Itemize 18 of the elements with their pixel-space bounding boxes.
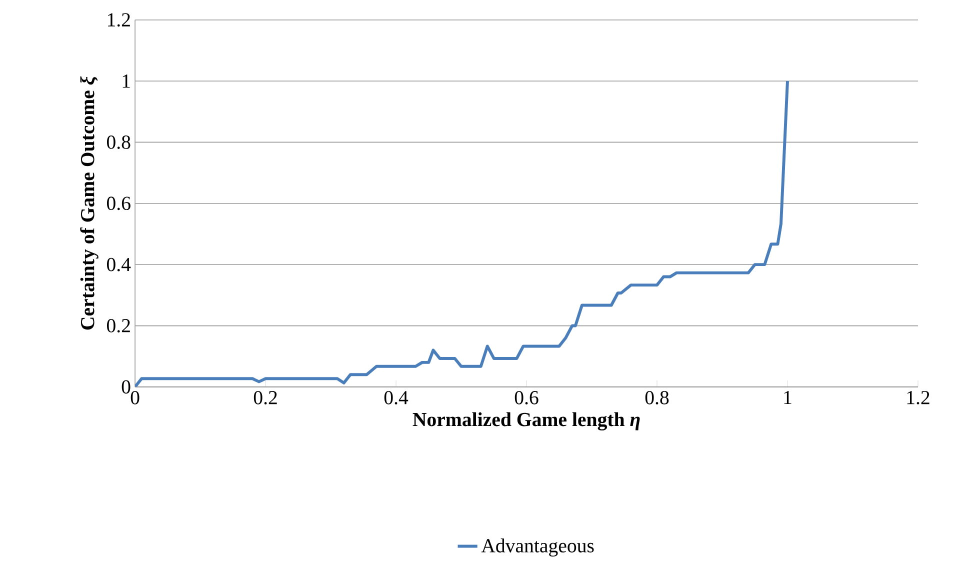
y-tick-label: 0: [122, 380, 130, 394]
legend-label: Advantageous: [481, 538, 594, 557]
line-series: [135, 80, 789, 388]
y-tick-label: 0.4: [106, 258, 131, 272]
x-tick-label: 0.8: [645, 391, 669, 405]
y-tick-label: 1: [122, 74, 130, 88]
x-axis-title: Normalized Game length η: [412, 412, 640, 431]
x-tick-label: 0.4: [384, 391, 408, 405]
y-tick-label: 0.8: [106, 136, 130, 150]
y-tick-label: 0.6: [106, 196, 130, 210]
x-tick-label: 0.2: [254, 391, 277, 405]
x-tick-label: 0.6: [514, 391, 538, 405]
y-tick-label: 1.2: [108, 13, 130, 27]
x-tick-label: 1: [784, 391, 792, 404]
x-tick-label: 1.2: [907, 391, 930, 405]
y-axis-title: Certainty of Game Outcome ξ: [80, 76, 98, 330]
x-tick-label: 0: [130, 391, 140, 405]
y-tick-label: 0.2: [106, 319, 130, 333]
